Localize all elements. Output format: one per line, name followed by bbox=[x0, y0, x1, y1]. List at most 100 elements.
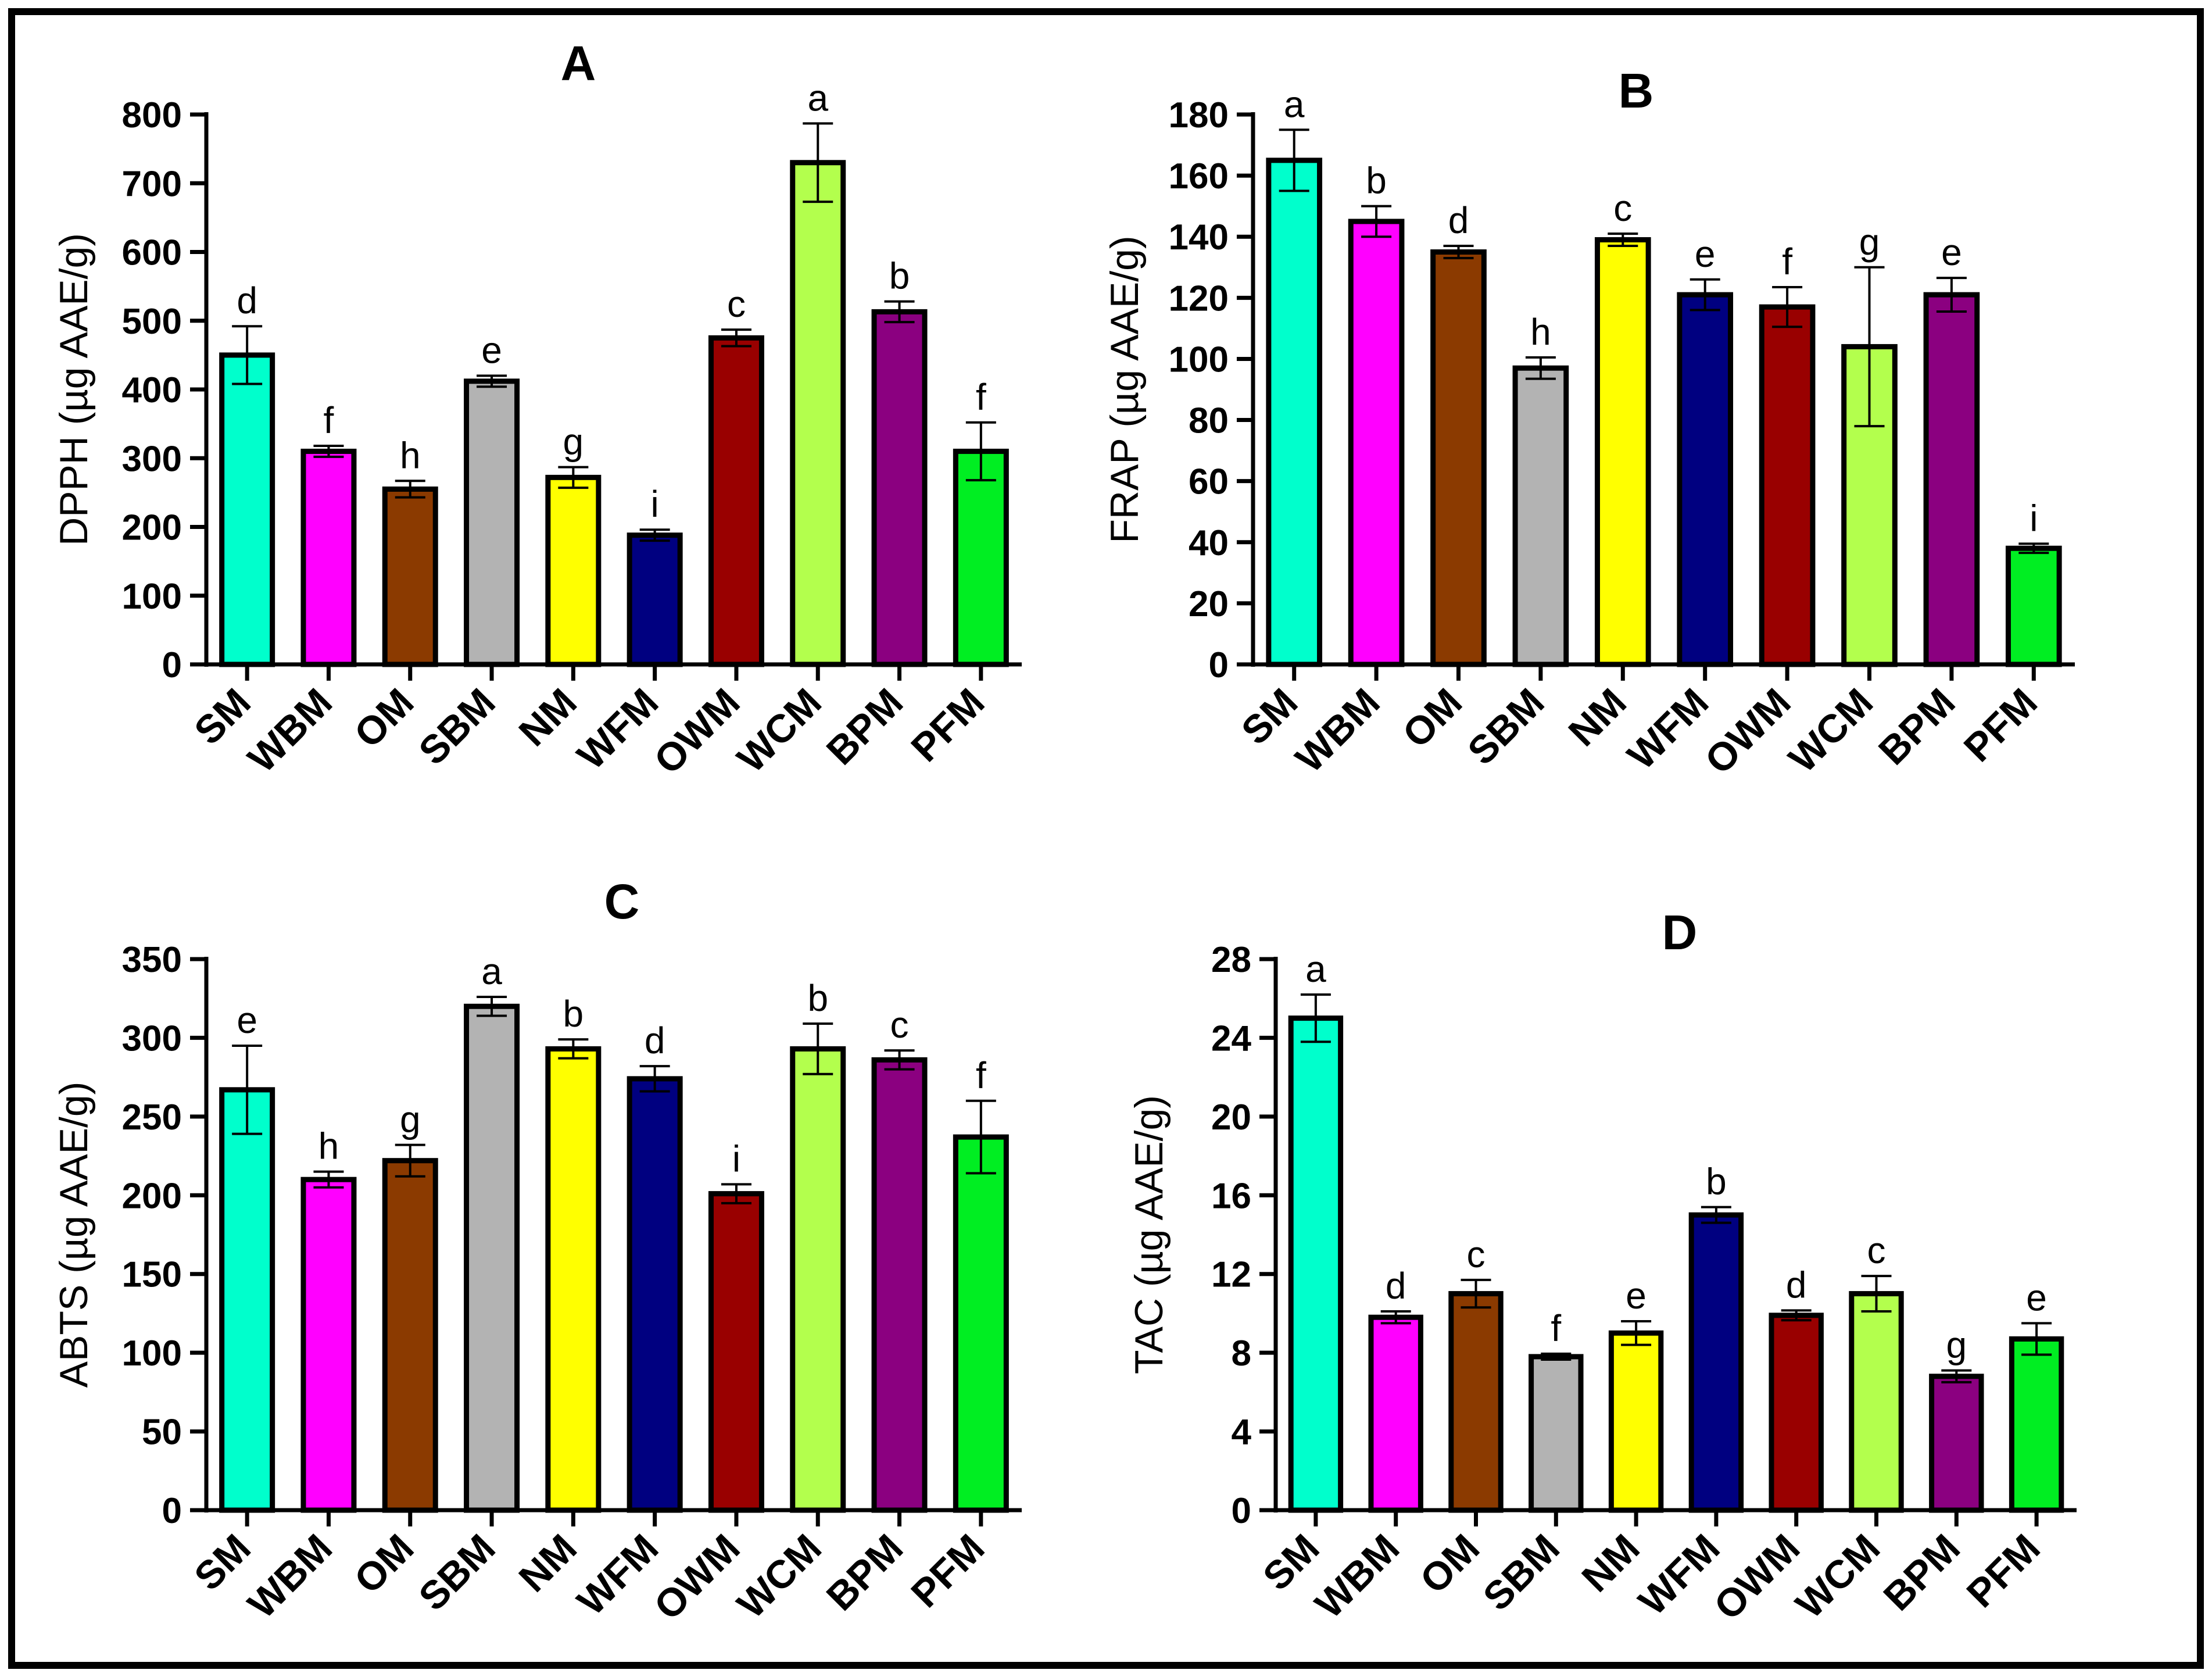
y-tick-label: 100 bbox=[122, 577, 182, 617]
bar-nm bbox=[1594, 237, 1651, 667]
bar-pfm bbox=[953, 448, 1009, 667]
bar-wfm bbox=[1688, 1212, 1744, 1513]
y-tick-label: 20 bbox=[1211, 1097, 1251, 1138]
bar-wfm bbox=[1677, 292, 1734, 667]
significance-letter: c bbox=[1867, 1229, 1886, 1271]
significance-letter: d bbox=[1786, 1264, 1807, 1306]
bar-pfm bbox=[2005, 545, 2062, 667]
y-tick-label: 0 bbox=[1209, 645, 1229, 685]
significance-letter: c bbox=[1613, 187, 1632, 229]
y-tick-label: 250 bbox=[122, 1097, 182, 1138]
significance-letter: i bbox=[651, 483, 659, 525]
bar-bpm bbox=[1929, 1374, 1984, 1513]
y-tick-label: 100 bbox=[122, 1333, 182, 1374]
bar-wcm bbox=[790, 160, 846, 667]
y-tick-label: 28 bbox=[1211, 940, 1251, 980]
bar-nm bbox=[1608, 1330, 1664, 1513]
significance-letter: e bbox=[1695, 233, 1716, 275]
bar-sm bbox=[1288, 1016, 1344, 1513]
significance-letter: g bbox=[563, 421, 584, 463]
significance-letter: h bbox=[1530, 311, 1551, 353]
significance-letter: e bbox=[481, 329, 502, 371]
significance-letter: a bbox=[807, 77, 828, 119]
y-tick-label: 120 bbox=[1169, 278, 1229, 319]
y-tick-label: 140 bbox=[1169, 217, 1229, 258]
panel-title: B bbox=[1619, 63, 1654, 118]
bar-nm bbox=[545, 474, 602, 667]
y-tick-label: 700 bbox=[122, 164, 182, 204]
significance-letter: c bbox=[1467, 1233, 1486, 1275]
bar-sm bbox=[219, 352, 275, 667]
significance-letter: b bbox=[1706, 1161, 1727, 1203]
significance-letter: i bbox=[732, 1138, 740, 1179]
significance-letter: e bbox=[237, 999, 257, 1041]
significance-letter: i bbox=[2030, 497, 2038, 539]
y-tick-label: 160 bbox=[1169, 156, 1229, 196]
y-tick-label: 60 bbox=[1189, 462, 1229, 502]
y-axis-label: DPPH (µg AAE/g) bbox=[52, 233, 96, 546]
y-tick-label: 600 bbox=[122, 233, 182, 273]
significance-letter: g bbox=[400, 1099, 421, 1140]
bar-owm bbox=[1759, 304, 1816, 667]
y-tick-label: 180 bbox=[1169, 95, 1229, 135]
significance-letter: b bbox=[563, 993, 584, 1035]
significance-letter: a bbox=[1284, 83, 1305, 125]
significance-letter: f bbox=[1782, 241, 1792, 283]
significance-letter: h bbox=[400, 434, 421, 476]
bar-wbm bbox=[1368, 1314, 1423, 1513]
y-tick-label: 20 bbox=[1189, 584, 1229, 624]
bar-bpm bbox=[871, 309, 928, 667]
panel-title: A bbox=[561, 36, 596, 91]
figure-border bbox=[8, 8, 2204, 1669]
panel-title: C bbox=[604, 874, 640, 929]
bar-wcm bbox=[790, 1046, 846, 1513]
significance-letter: e bbox=[1626, 1275, 1647, 1317]
significance-letter: d bbox=[1386, 1265, 1406, 1307]
y-tick-label: 50 bbox=[142, 1413, 182, 1453]
y-tick-label: 200 bbox=[122, 1176, 182, 1216]
bar-bpm bbox=[871, 1057, 928, 1513]
y-tick-label: 300 bbox=[122, 1018, 182, 1059]
significance-letter: e bbox=[2026, 1276, 2047, 1318]
significance-letter: f bbox=[976, 376, 986, 418]
significance-letter: d bbox=[1448, 199, 1469, 241]
significance-letter: b bbox=[889, 255, 910, 297]
significance-letter: b bbox=[807, 977, 828, 1019]
bar-wfm bbox=[627, 1076, 683, 1513]
bar-bpm bbox=[1923, 292, 1980, 667]
bar-wbm bbox=[1348, 219, 1405, 667]
significance-letter: d bbox=[237, 280, 257, 321]
y-tick-label: 12 bbox=[1211, 1255, 1251, 1295]
significance-letter: g bbox=[1946, 1324, 1967, 1366]
y-axis-label: FRAP (µg AAE/g) bbox=[1103, 235, 1147, 543]
bar-sm bbox=[1266, 158, 1323, 667]
y-tick-label: 300 bbox=[122, 439, 182, 479]
bar-nm bbox=[545, 1046, 602, 1513]
significance-letter: a bbox=[1305, 948, 1326, 990]
bar-wcm bbox=[1849, 1291, 1904, 1513]
y-tick-label: 200 bbox=[122, 508, 182, 548]
bar-om bbox=[382, 486, 438, 667]
significance-letter: f bbox=[1551, 1307, 1561, 1349]
bar-wfm bbox=[627, 532, 683, 667]
y-tick-label: 16 bbox=[1211, 1176, 1251, 1216]
significance-letter: c bbox=[727, 283, 746, 325]
y-tick-label: 8 bbox=[1232, 1333, 1251, 1374]
y-tick-label: 0 bbox=[162, 1491, 182, 1531]
bar-wbm bbox=[300, 448, 357, 667]
y-tick-label: 500 bbox=[122, 302, 182, 342]
panel-title: D bbox=[1662, 905, 1698, 960]
bar-om bbox=[382, 1158, 438, 1513]
y-tick-label: 150 bbox=[122, 1255, 182, 1295]
bar-om bbox=[1430, 249, 1487, 667]
bar-sbm bbox=[1512, 365, 1569, 667]
y-tick-label: 800 bbox=[122, 95, 182, 135]
significance-letter: c bbox=[890, 1004, 909, 1046]
bar-pfm bbox=[953, 1134, 1009, 1513]
significance-letter: f bbox=[324, 399, 334, 441]
significance-letter: f bbox=[976, 1054, 986, 1096]
y-tick-label: 0 bbox=[162, 645, 182, 685]
